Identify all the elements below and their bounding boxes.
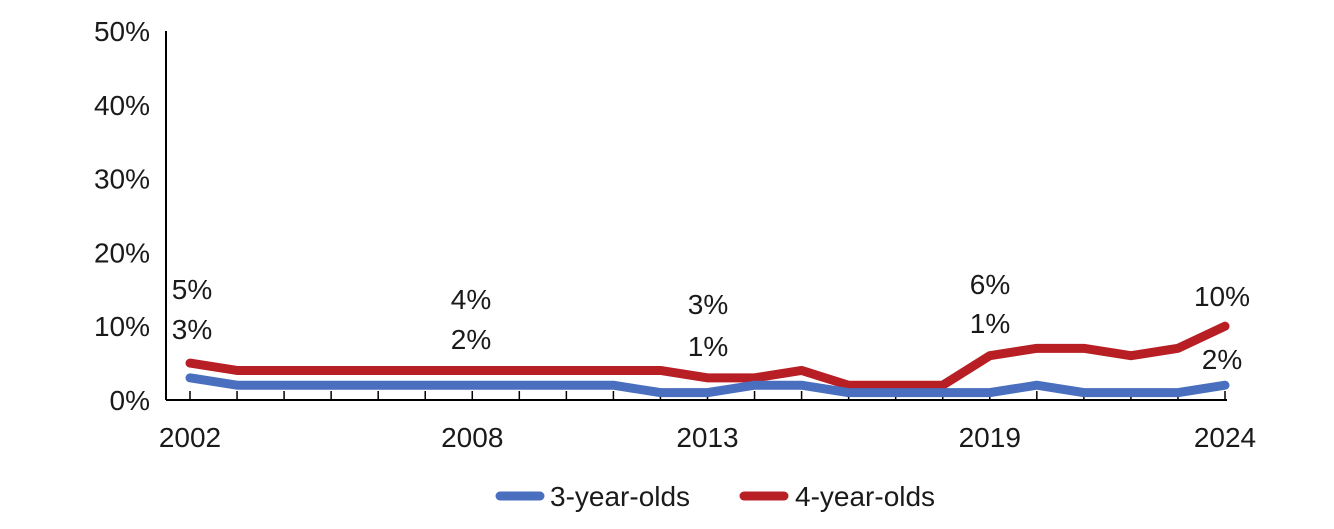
data-label: 5% (172, 274, 212, 305)
x-axis: 2002 2008 2013 2019 2024 (159, 391, 1256, 453)
series-lines (185, 321, 1230, 398)
data-label: 2% (451, 324, 491, 355)
x-tick-label: 2024 (1194, 422, 1256, 453)
x-tick-label: 2019 (959, 422, 1021, 453)
y-tick-label: 50% (94, 16, 150, 47)
data-label: 2% (1202, 344, 1242, 375)
y-tick-label: 40% (94, 90, 150, 121)
legend-item: 3-year-olds (495, 481, 690, 512)
data-labels: 3% 2% 1% 1% 2% 5% 4% 3% 6% 10% (172, 269, 1250, 375)
legend-label: 3-year-olds (550, 481, 690, 512)
data-label: 6% (970, 269, 1010, 300)
data-label: 4% (451, 284, 491, 315)
y-tick-label: 20% (94, 237, 150, 268)
x-tick-label: 2002 (159, 422, 221, 453)
y-tick-label: 30% (94, 164, 150, 195)
x-tick-label: 2013 (676, 422, 738, 453)
data-label: 1% (970, 308, 1010, 339)
series-line-3-year-olds (185, 373, 1230, 398)
legend: 3-year-olds 4-year-olds (495, 481, 935, 512)
x-tick-label: 2008 (441, 422, 503, 453)
legend-item: 4-year-olds (739, 481, 935, 512)
y-tick-label: 10% (94, 311, 150, 342)
data-label: 1% (688, 331, 728, 362)
data-label: 3% (688, 289, 728, 320)
y-tick-label: 0% (110, 385, 150, 416)
series-line-4-year-olds (185, 321, 1230, 390)
data-label: 3% (172, 314, 212, 345)
legend-label: 4-year-olds (795, 481, 935, 512)
data-label: 10% (1194, 281, 1250, 312)
y-axis: 0% 10% 20% 30% 40% 50% (94, 16, 167, 416)
